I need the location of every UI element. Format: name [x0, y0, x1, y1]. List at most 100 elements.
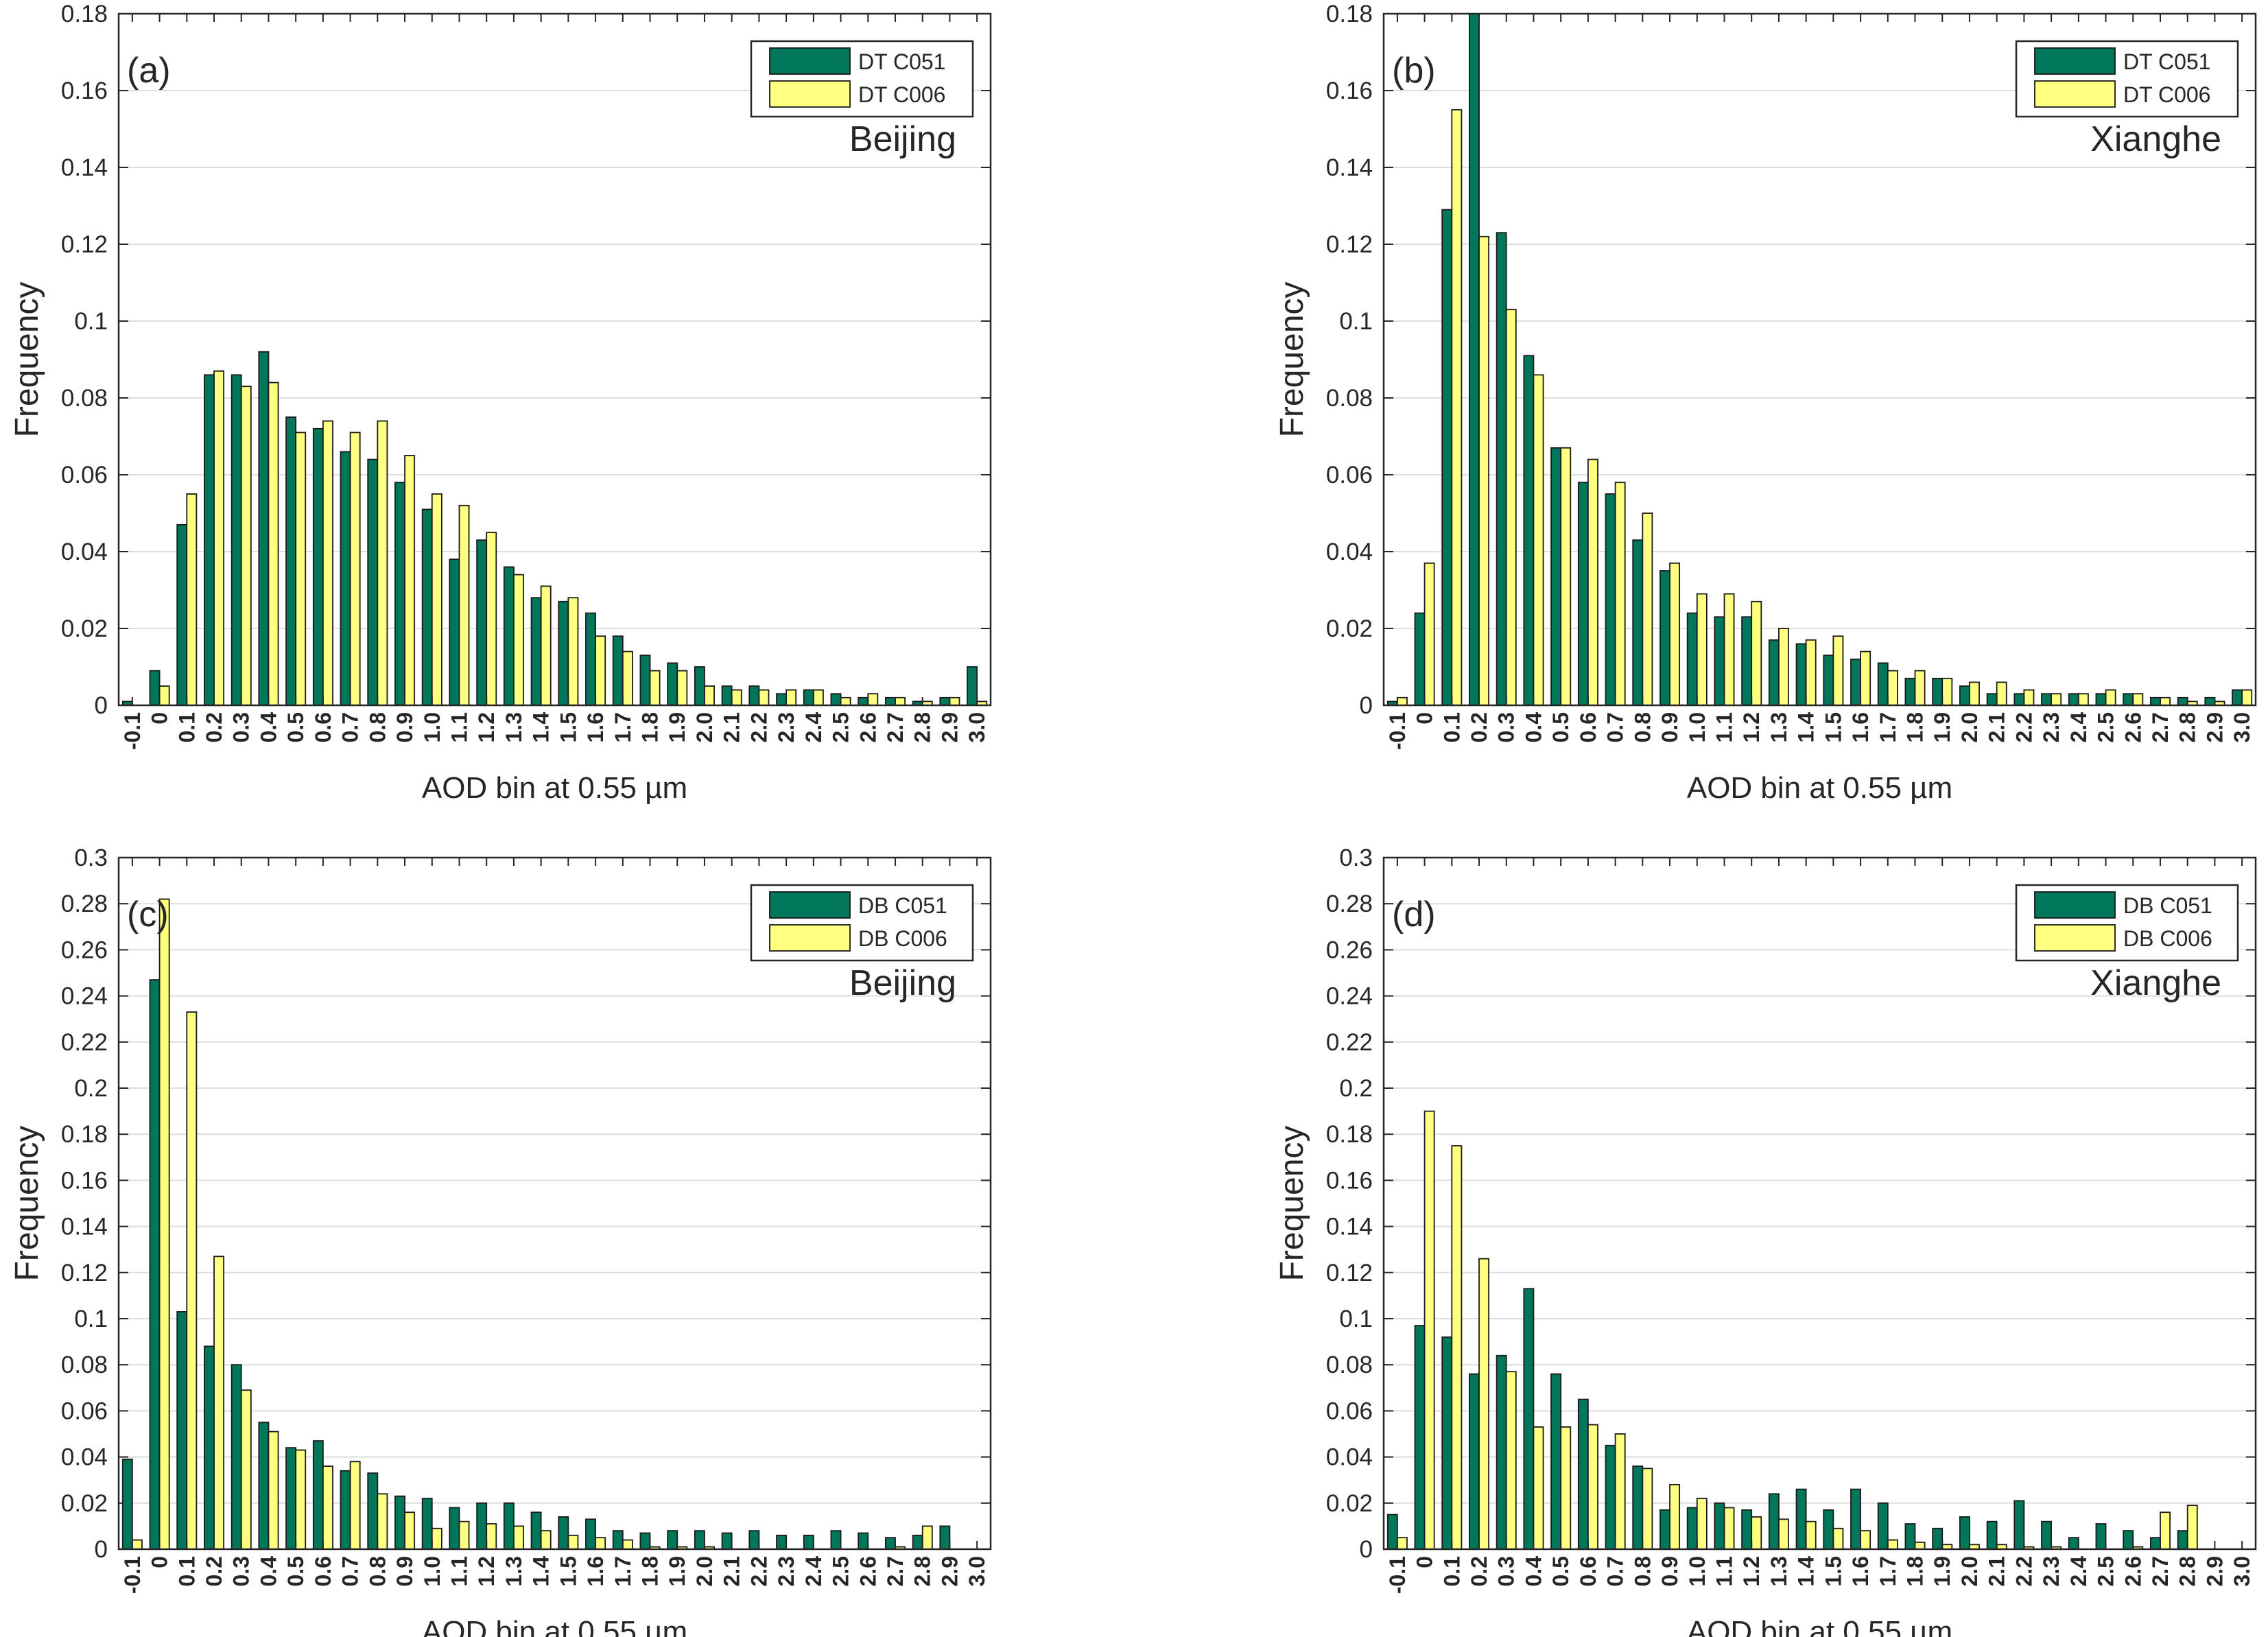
bar-c006 — [867, 693, 879, 706]
bar-c051 — [1686, 612, 1698, 706]
y-tick-label: 0.1 — [1339, 1306, 1373, 1332]
bar-c006 — [1451, 1145, 1463, 1550]
bar-c006 — [2160, 696, 2171, 706]
bar-c006 — [1751, 600, 1762, 706]
x-tick-label: 1.4 — [529, 712, 554, 743]
bar-c051 — [1441, 1336, 1453, 1550]
x-tick-label: 1.1 — [447, 712, 471, 742]
site-label: Beijing — [849, 119, 956, 159]
x-tick-label: 2.5 — [2094, 712, 2118, 742]
site-label: Beijing — [849, 963, 956, 1003]
bar-c051 — [1577, 482, 1589, 706]
bar-c051 — [939, 1525, 951, 1550]
bar-c051 — [503, 1502, 515, 1550]
bar-c051 — [585, 612, 596, 706]
x-tick-label: 1.0 — [1685, 1556, 1710, 1586]
bar-c006 — [458, 1520, 470, 1550]
x-tick-label: 1.9 — [1930, 1556, 1954, 1586]
bar-c051 — [340, 1470, 351, 1550]
bar-c051 — [1795, 1488, 1807, 1550]
bar-c051 — [1414, 612, 1426, 706]
bar-c006 — [1642, 513, 1653, 706]
panel-label: (b) — [1392, 51, 1436, 91]
bar-c051 — [1714, 1502, 1725, 1550]
bar-c006 — [377, 420, 388, 706]
bar-c051 — [667, 1530, 678, 1550]
x-tick-label: 0.3 — [229, 712, 254, 742]
x-tick-label: 1.8 — [638, 712, 663, 742]
x-tick-label: 1.7 — [1876, 1556, 1900, 1586]
bar-c051 — [2095, 693, 2107, 706]
bar-c006 — [1451, 109, 1463, 706]
bar-c051 — [858, 696, 869, 706]
x-tick-label: 0.8 — [1630, 1556, 1655, 1586]
x-tick-label: 0.5 — [283, 712, 308, 742]
x-axis-title: AOD bin at 0.55 µm — [422, 1615, 687, 1637]
bar-c051 — [721, 1532, 733, 1550]
x-tick-label: 0.6 — [1576, 1556, 1600, 1586]
bar-c006 — [1669, 562, 1681, 706]
x-tick-label: 1.8 — [1903, 1556, 1928, 1586]
x-tick-label: 1.9 — [1930, 712, 1954, 742]
bar-c051 — [1741, 616, 1753, 706]
bar-c006 — [540, 585, 552, 706]
bar-c006 — [349, 432, 361, 706]
x-tick-label: 1.0 — [420, 712, 445, 742]
bar-c006 — [240, 386, 252, 706]
x-tick-label: 0.2 — [202, 712, 226, 742]
bar-c051 — [2123, 693, 2134, 706]
bar-c051 — [694, 666, 705, 706]
x-tick-label: 1.1 — [447, 1556, 471, 1586]
y-tick-label: 0.02 — [61, 615, 108, 642]
bar-c006 — [513, 574, 524, 706]
y-axis-title: Frequency — [1274, 282, 1310, 438]
x-tick-label: 0.5 — [1548, 712, 1573, 742]
bar-c006 — [1914, 1542, 1926, 1550]
legend-label: DT C051 — [858, 49, 945, 74]
x-tick-label: 2.3 — [2039, 712, 2064, 742]
bar-c051 — [258, 1422, 270, 1550]
x-tick-label: 1.6 — [583, 1556, 608, 1586]
y-tick-label: 0.18 — [1326, 1121, 1373, 1148]
bar-c006 — [1505, 309, 1517, 706]
x-tick-label: 3.0 — [965, 1556, 989, 1586]
bar-c006 — [1887, 1539, 1898, 1550]
x-tick-label: 1.9 — [665, 1556, 689, 1586]
y-tick-label: 0.04 — [1326, 539, 1373, 565]
bar-c006 — [2051, 693, 2062, 706]
bar-c006 — [213, 1256, 225, 1550]
x-tick-label: 2.2 — [2011, 712, 2036, 742]
bar-c051 — [612, 635, 624, 706]
panel-label: (a) — [127, 51, 171, 91]
y-tick-label: 0.26 — [1326, 937, 1373, 963]
bar-c051 — [176, 1311, 188, 1550]
bar-c006 — [2077, 693, 2089, 706]
bar-c051 — [1877, 662, 1889, 706]
y-tick-label: 0.04 — [61, 539, 108, 565]
legend-swatch-c051 — [769, 891, 851, 919]
x-tick-label: 0.7 — [338, 712, 363, 742]
bar-c051 — [285, 416, 297, 706]
bar-c051 — [1904, 677, 1916, 706]
bar-c051 — [231, 374, 242, 706]
chart-panel-0: 0 0.02 0.04 0.06 0.08 0.1 0.12 0.14 0.16 0.18 -0.1… — [9, 1, 992, 805]
bar-c051 — [204, 374, 215, 706]
x-tick-label: 0.7 — [1603, 712, 1628, 742]
y-tick-label: 0.12 — [61, 1260, 108, 1286]
bar-c006 — [1614, 482, 1626, 706]
x-tick-label: 2.6 — [855, 712, 880, 742]
y-tick-label: 0.22 — [61, 1029, 108, 1056]
x-tick-label: 0.1 — [1439, 1556, 1464, 1586]
bar-c051 — [1386, 1514, 1398, 1550]
bar-c051 — [1850, 658, 1861, 706]
bar-c006 — [540, 1530, 552, 1550]
bar-c051 — [2041, 1520, 2053, 1550]
x-tick-label: 1.7 — [611, 712, 635, 742]
bar-c051 — [530, 1511, 542, 1550]
bar-c051 — [2177, 696, 2188, 706]
bar-c051 — [884, 696, 896, 706]
plot-frame — [117, 856, 992, 1551]
bar-c006 — [240, 1389, 252, 1550]
x-tick-label: 0.4 — [1521, 1556, 1546, 1587]
bar-c006 — [1996, 681, 2007, 706]
